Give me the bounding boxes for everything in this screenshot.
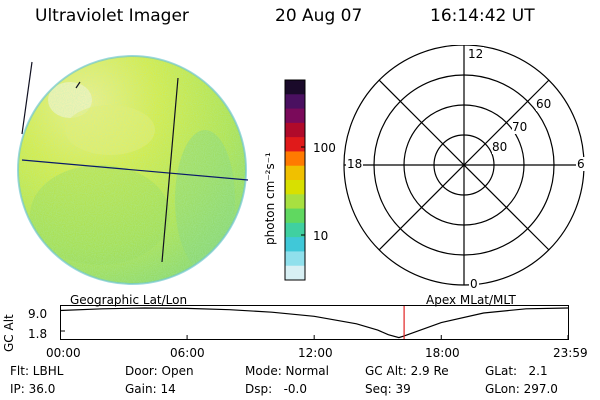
orbit-ytick-bottom: 1.8 [28, 327, 48, 341]
orbit-plot-frame [60, 305, 569, 340]
colorbar-band [285, 80, 305, 95]
colorbar-band [285, 251, 305, 267]
status-gc-alt: GC Alt: 2.9 Re [365, 364, 449, 378]
orbit-altitude-line [60, 307, 569, 339]
status-door: Door: Open [125, 364, 194, 378]
status-mode: Mode: Normal [245, 364, 329, 378]
colorbar-band [285, 165, 305, 181]
time-label: 16:14:42 UT [430, 6, 535, 26]
colorbar-band [285, 237, 305, 252]
orbit-ylabel: GC Alt [2, 314, 16, 352]
colorbar-band [285, 208, 305, 224]
status-gain: Gain: 14 [125, 382, 176, 396]
orbit-xtick-2: 12:00 [298, 346, 333, 360]
colorbar-band [285, 108, 305, 124]
orbit-ytick-top: 9.0 [28, 307, 48, 321]
color-bar [284, 79, 306, 281]
mlt-label-0: 0 [469, 277, 479, 291]
colorbar-band [285, 222, 305, 238]
status-seq: Seq: 39 [365, 382, 411, 396]
colorbar-band [285, 137, 305, 152]
status-dsp: Dsp: -0.0 [245, 382, 308, 396]
orbit-xtick-1: 06:00 [170, 346, 205, 360]
aurora-image [17, 55, 249, 285]
status-glon: GLon: 297.0 [485, 382, 558, 396]
mlt-label-18: 18 [346, 157, 364, 171]
colorbar-band [285, 194, 305, 210]
mlt-label-6: 6 [576, 157, 586, 171]
colorbar-band [285, 180, 305, 195]
instrument-title: Ultraviolet Imager [35, 6, 189, 26]
lat-label-70: 70 [512, 120, 528, 134]
status-glat: GLat: 2.1 [485, 364, 548, 378]
colorbar-band [285, 122, 305, 138]
longitude-line [161, 77, 179, 263]
date-label: 20 Aug 07 [275, 6, 363, 26]
mlt-label-12: 12 [467, 47, 485, 61]
colorbar-tick-10: 10 [313, 229, 329, 243]
longitude-line-edge [21, 61, 33, 135]
lat-label-80: 80 [492, 140, 508, 154]
orbit-plot [60, 305, 569, 340]
colorbar-band [285, 265, 305, 281]
image-panel-label: Geographic Lat/Lon [70, 293, 188, 307]
orbit-xtick-0: 00:00 [46, 346, 81, 360]
lat-label-60: 60 [536, 97, 552, 111]
orbit-xtick-4: 23:59 [553, 346, 588, 360]
status-ip: IP: 36.0 [10, 382, 56, 396]
latitude-line [21, 159, 249, 181]
colorbar-band [285, 94, 305, 110]
orbit-xtick-3: 18:00 [425, 346, 460, 360]
colorbar-unit-label: photon cm⁻²s⁻¹ [263, 152, 277, 245]
colorbar-tick-100: 100 [313, 141, 336, 155]
colorbar-band [285, 151, 305, 167]
polar-panel-label: Apex MLat/MLT [426, 293, 516, 307]
polar-plot [343, 45, 585, 286]
status-filter: Flt: LBHL [10, 364, 64, 378]
